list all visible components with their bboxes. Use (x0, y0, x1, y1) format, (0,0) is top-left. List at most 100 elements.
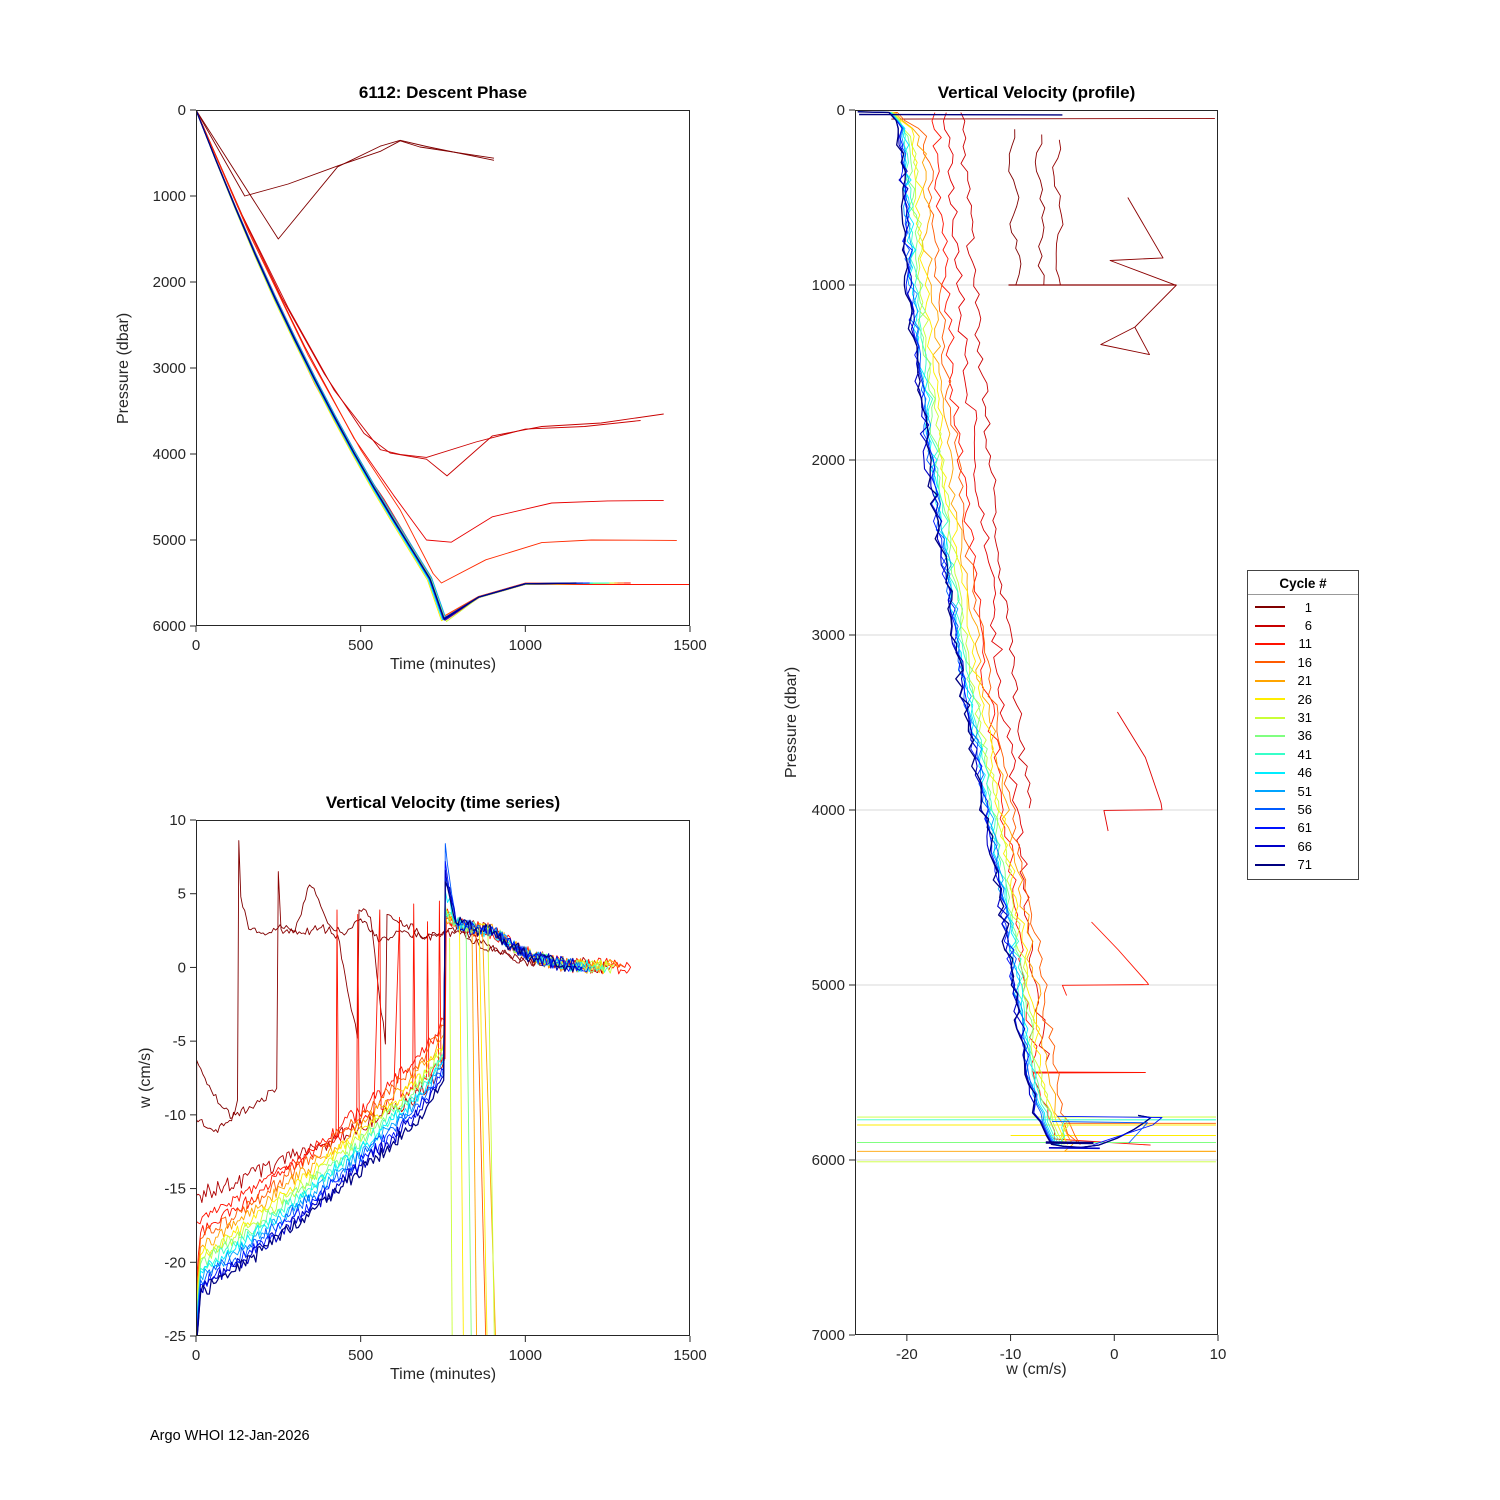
series-cycle1-shallow-b (196, 110, 495, 240)
series-bottom-navy-2 (1048, 1147, 1100, 1150)
axes-box (196, 110, 690, 626)
legend-entry-label: 71 (1297, 857, 1312, 873)
legend-entry: 16 (1255, 653, 1351, 671)
y-tick-label: 5000 (812, 977, 845, 994)
legend-entry: 46 (1255, 764, 1351, 782)
series-cycle4-w (196, 910, 608, 1204)
y-tick-label: 1000 (153, 188, 186, 205)
legend-entry-label: 31 (1297, 710, 1312, 726)
series-cycle1-profile-b (1034, 134, 1046, 286)
y-tick-label: 4000 (153, 446, 186, 463)
legend-entry-label: 41 (1297, 746, 1312, 762)
series-cycle-56 (858, 111, 1152, 1148)
plot-canvas-wts: 0 500 1000 1500 -25 -20 -15 -10 -5 0 5 10 (164, 812, 706, 1364)
legend-line-swatch (1255, 863, 1285, 866)
legend: Cycle # 1 6 11 16 21 26 31 36 41 46 51 56 61 66 71 (1247, 570, 1359, 880)
descent-chart-title: 6112: Descent Phase (358, 83, 528, 102)
y-tick-label: 5 (178, 886, 186, 903)
x-tick-label: -10 (1000, 1346, 1022, 1363)
w-profile-ylabel: Pressure (dbar) (783, 666, 800, 779)
series-cycle-26 (862, 111, 1216, 1145)
series-cycle-36 (196, 110, 607, 621)
series-cycle13-park-to-1500 (196, 110, 690, 621)
series-cycle-46 (859, 111, 1152, 1148)
series-cycle-66 (196, 869, 583, 1336)
legend-entry: 66 (1255, 837, 1351, 855)
series-cycle-66 (196, 110, 584, 619)
series-cycle-11 (196, 110, 631, 617)
y-tick-label: 4000 (812, 802, 845, 819)
w-timeseries-chart: 0 500 1000 1500 -25 -20 -15 -10 -5 0 5 10 (164, 812, 706, 1364)
y-tick-label: 0 (178, 102, 186, 119)
series-cycle1-zigzag-lower (1100, 284, 1177, 356)
series-cycle6-red-profile (931, 112, 1151, 1146)
series-cycle1-profile-a (1008, 129, 1022, 286)
series-cycle-46 (196, 110, 593, 621)
series-cycle-51 (858, 111, 1152, 1148)
y-tick-label: 7000 (812, 1327, 845, 1344)
footer-text: Argo WHOI 12-Jan-2026 (150, 1428, 310, 1444)
legend-entries: 1 6 11 16 21 26 31 36 41 46 51 56 61 66 71 (1255, 598, 1351, 874)
legend-entry: 6 (1255, 616, 1351, 634)
y-tick-label: 5000 (153, 532, 186, 549)
legend-line-swatch (1255, 716, 1285, 719)
series-cycle-16 (866, 111, 1216, 1145)
legend-line-swatch (1255, 826, 1285, 829)
legend-line-swatch (1255, 845, 1285, 848)
x-tick-label: 1500 (673, 1347, 706, 1364)
legend-entry-label: 36 (1297, 728, 1312, 744)
x-tick-label: 10 (1210, 1346, 1227, 1363)
legend-entry: 1 (1255, 598, 1351, 616)
y-tick-label: -15 (164, 1181, 186, 1198)
series-cycle-41 (859, 111, 1216, 1145)
legend-line-swatch (1255, 734, 1285, 737)
legend-entry: 21 (1255, 672, 1351, 690)
y-tick-label: 10 (169, 812, 186, 829)
legend-entry-label: 51 (1297, 783, 1312, 799)
plot-canvas-wprof: -20 -10 0 10 0 1000 2000 3000 4000 5000 6000 7000 (812, 102, 1227, 1363)
w-profile-xlabel: w (cm/s) (1006, 1361, 1067, 1378)
legend-entry-label: 56 (1297, 801, 1312, 817)
series-descent-drop-orange-1 (471, 929, 477, 1336)
series-cycle1-shallow-a (196, 110, 495, 197)
series-cycle-31 (196, 110, 615, 622)
y-tick-label: -25 (164, 1328, 186, 1345)
legend-entry-label: 1 (1304, 599, 1312, 615)
y-tick-label: 0 (178, 959, 186, 976)
y-tick-label: 0 (837, 102, 845, 119)
series-cycle2-profile (1052, 139, 1064, 286)
series-descent-drop-green-1 (449, 937, 453, 1336)
y-tick-label: 1000 (812, 277, 845, 294)
series-cycle-61 (196, 110, 590, 621)
w-profile-chart: -20 -10 0 10 0 1000 2000 3000 4000 5000 6000 7000 (812, 102, 1227, 1363)
legend-entry: 36 (1255, 727, 1351, 745)
legend-line-swatch (1255, 790, 1285, 793)
legend-entry: 41 (1255, 745, 1351, 763)
legend-line-swatch (1255, 606, 1285, 609)
legend-line-swatch (1255, 808, 1285, 811)
y-tick-label: -10 (164, 1107, 186, 1124)
legend-line-swatch (1255, 624, 1285, 627)
legend-entry: 26 (1255, 690, 1351, 708)
legend-entry: 51 (1255, 782, 1351, 800)
x-tick-label: 0 (1110, 1346, 1118, 1363)
legend-entry-label: 61 (1297, 820, 1312, 836)
series-cycle11-5000 (196, 110, 677, 584)
legend-line-swatch (1255, 679, 1285, 682)
series-surface-line-darkred (891, 117, 1215, 120)
series-descent-drop-green-2 (465, 927, 472, 1336)
series-bottom-blue-excursion-2 (1052, 1121, 1148, 1144)
legend-title: Cycle # (1248, 574, 1358, 595)
legend-line-swatch (1255, 661, 1285, 664)
y-tick-label: 6000 (812, 1152, 845, 1169)
w-timeseries-ylabel: w (cm/s) (137, 1047, 154, 1109)
series-cycle-61 (196, 860, 590, 1336)
axes-box (196, 820, 690, 1336)
series-cycle-51 (196, 110, 587, 619)
series-descent-drop-green-3 (487, 924, 495, 1336)
legend-entry-label: 26 (1297, 691, 1312, 707)
descent-xlabel: Time (minutes) (389, 656, 497, 673)
series-cycle-61 (858, 111, 1152, 1148)
legend-entry: 71 (1255, 855, 1351, 873)
